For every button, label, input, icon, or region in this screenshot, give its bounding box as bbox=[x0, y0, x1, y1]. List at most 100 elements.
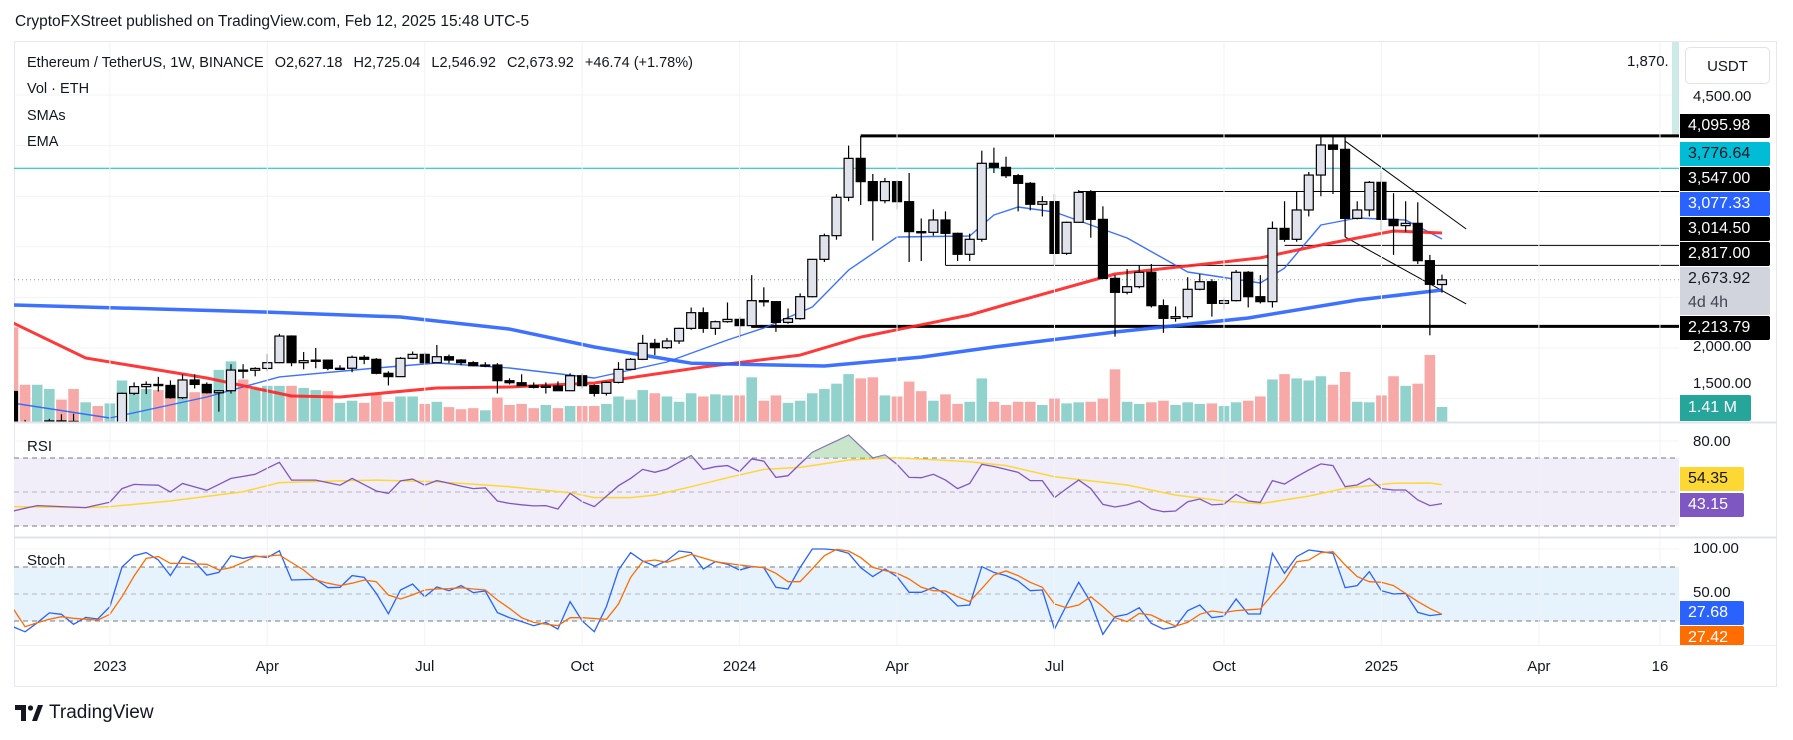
tradingview-logo-icon bbox=[15, 705, 43, 721]
candle-up bbox=[1134, 271, 1145, 288]
candle-up bbox=[81, 427, 90, 433]
legend-volume[interactable]: Vol · ETH bbox=[27, 81, 90, 97]
volume-profile-stripe bbox=[1672, 42, 1679, 137]
volume-bar bbox=[928, 400, 939, 422]
volume-bar bbox=[383, 401, 394, 422]
volume-bar bbox=[637, 390, 649, 422]
candle-down bbox=[1000, 166, 1012, 177]
volume-bar bbox=[1255, 396, 1266, 422]
candle-down bbox=[1339, 148, 1351, 219]
price-tag-value: 3,077.33 bbox=[1688, 195, 1751, 212]
volume-bar bbox=[92, 406, 104, 422]
volume-bar bbox=[964, 401, 975, 422]
candle-up bbox=[795, 296, 806, 320]
sma_slow-line bbox=[14, 288, 1443, 368]
legend-smas[interactable]: SMAs bbox=[27, 108, 66, 124]
price-tag-value: 2,817.00 bbox=[1688, 245, 1751, 262]
volume-bar bbox=[940, 394, 951, 422]
candle-up bbox=[710, 321, 721, 329]
volume-bar bbox=[673, 401, 685, 422]
volume-bar bbox=[407, 396, 418, 422]
ohlc-change: +46.74 (+1.78%) bbox=[584, 55, 693, 71]
candle-down bbox=[649, 342, 660, 349]
candle-down bbox=[371, 358, 382, 374]
candle-up bbox=[1231, 271, 1242, 302]
volume-bar bbox=[19, 384, 31, 422]
candle-down bbox=[237, 369, 249, 372]
candle-up bbox=[395, 357, 406, 378]
volume-bar bbox=[31, 384, 43, 422]
stoch-k-line bbox=[14, 548, 1443, 636]
candle-down bbox=[383, 372, 394, 378]
time-tick: Apr bbox=[255, 658, 279, 675]
price-tag-value: 3,547.00 bbox=[1688, 170, 1751, 187]
candle-up bbox=[625, 358, 636, 370]
volume-bar bbox=[1424, 354, 1436, 422]
candle-down bbox=[988, 162, 1000, 168]
symbol-legend[interactable]: Ethereum / TetherUS, 1W, BINANCE O2,627.… bbox=[27, 55, 700, 71]
price-tag: 2,817.00 bbox=[1680, 242, 1770, 266]
candle-down bbox=[1146, 271, 1157, 307]
volume-bar bbox=[722, 395, 733, 422]
candle-down bbox=[56, 420, 67, 422]
volume-bar bbox=[625, 399, 636, 422]
candle-up bbox=[141, 383, 152, 388]
candle-up bbox=[928, 219, 939, 233]
candle-up bbox=[964, 238, 975, 255]
volume-bar bbox=[782, 402, 794, 422]
volume-bar bbox=[1315, 376, 1327, 422]
candle-down bbox=[201, 383, 212, 394]
volume-bar bbox=[1024, 401, 1036, 422]
volume-bar bbox=[746, 377, 758, 422]
candle-down bbox=[770, 301, 782, 323]
candle-down bbox=[1206, 281, 1217, 304]
rsi-title[interactable]: RSI bbox=[27, 438, 53, 455]
currency-button[interactable]: USDT bbox=[1685, 47, 1770, 84]
volume-bar bbox=[770, 395, 782, 422]
volume-bar bbox=[322, 391, 334, 422]
time-tick: Apr bbox=[1527, 658, 1551, 675]
candle-up bbox=[334, 367, 346, 371]
candle-up bbox=[1267, 227, 1278, 303]
volume-bar bbox=[1097, 398, 1109, 422]
trend-line bbox=[1344, 140, 1467, 230]
volume-bar bbox=[685, 393, 697, 422]
volume-bar bbox=[564, 406, 576, 422]
candle-down bbox=[940, 219, 951, 234]
volume-bar bbox=[516, 403, 527, 422]
candle-up bbox=[1303, 174, 1314, 211]
candle-down bbox=[1412, 222, 1423, 262]
ohlc-close: C2,673.92 bbox=[506, 55, 574, 71]
candle-up bbox=[637, 342, 648, 360]
volume-bar bbox=[697, 396, 709, 422]
stoch-title[interactable]: Stoch bbox=[27, 552, 66, 569]
candle-down bbox=[1158, 305, 1169, 319]
volume-bar bbox=[1400, 385, 1411, 422]
price-tag: 2,673.92 4d 4h bbox=[1680, 267, 1770, 315]
volume-bar bbox=[492, 397, 503, 422]
candle-down bbox=[322, 359, 333, 369]
volume-bar bbox=[1085, 401, 1097, 422]
volume-bar bbox=[661, 396, 673, 422]
volume-bar bbox=[274, 385, 285, 422]
rsi-pane bbox=[14, 434, 1679, 527]
volume-bar bbox=[1037, 404, 1048, 422]
price-tag-value: 3,776.64 bbox=[1688, 145, 1751, 162]
volume-bar bbox=[1182, 402, 1193, 422]
candle-up bbox=[1352, 209, 1363, 219]
ohlc-low: L2,546.92 bbox=[431, 55, 496, 71]
volume-bar bbox=[1303, 380, 1315, 422]
time-tick: Jul bbox=[1044, 658, 1065, 675]
tradingview-logo[interactable]: TradingView bbox=[15, 702, 154, 724]
volume-bar bbox=[831, 383, 842, 422]
price-top-label: 1,870. bbox=[1627, 53, 1669, 70]
volume-bar bbox=[710, 394, 721, 422]
legend-ema[interactable]: EMA bbox=[27, 134, 59, 150]
candle-up bbox=[250, 367, 261, 371]
volume-bar bbox=[806, 393, 818, 422]
time-tick: Oct bbox=[570, 658, 594, 675]
volume-bar bbox=[504, 404, 515, 422]
candle-up bbox=[1073, 191, 1084, 223]
time-tick: 2023 bbox=[93, 658, 127, 675]
